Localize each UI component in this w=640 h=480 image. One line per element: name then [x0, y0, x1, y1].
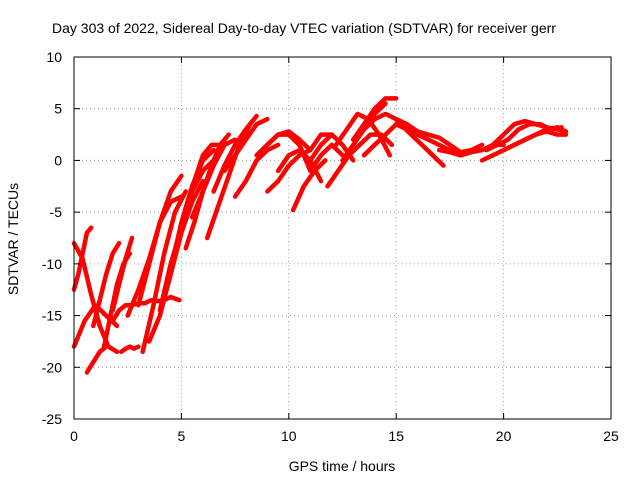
- x-tick-label: 0: [70, 428, 78, 444]
- plot-frame: [73, 56, 612, 420]
- series-track-43: [501, 125, 569, 153]
- y-tick-label: -25: [42, 411, 62, 427]
- x-tick-label: 15: [388, 428, 404, 444]
- series-track-4: [84, 344, 109, 375]
- series-track-28: [290, 158, 328, 213]
- series-track-12: [140, 189, 188, 355]
- chart-title: Day 303 of 2022, Sidereal Day-to-day VTE…: [52, 20, 556, 36]
- y-tick-label: 5: [54, 101, 62, 117]
- series-track-37: [398, 121, 446, 168]
- series-track-21: [222, 116, 270, 174]
- series-track-2: [71, 225, 94, 292]
- series-track-19: [204, 121, 253, 241]
- x-tick-label: 25: [603, 428, 619, 444]
- y-tick-label: -10: [42, 256, 62, 272]
- x-tick-label: 5: [178, 428, 186, 444]
- y-tick-label: -20: [42, 359, 62, 375]
- series-track-24: [265, 129, 335, 153]
- series-track-8: [110, 294, 182, 323]
- series-track-22: [232, 142, 281, 199]
- y-axis-label: SDTVAR / TECUs: [5, 183, 21, 295]
- x-axis-label: GPS time / hours: [289, 458, 396, 474]
- y-tick-label: 0: [54, 152, 62, 168]
- axis-ticks: 0 5 10 15 20 25 -25 -20 -15 -10 -5 0 5 10: [42, 49, 619, 444]
- series-track-7: [110, 235, 135, 313]
- series-track-29: [308, 132, 356, 163]
- y-tick-label: 10: [46, 49, 62, 65]
- series-track-33: [350, 96, 399, 142]
- series-track-5: [91, 240, 122, 329]
- series-track-9: [119, 344, 141, 355]
- y-tick-label: -15: [42, 308, 62, 324]
- series-track-18: [189, 137, 238, 220]
- x-tick-label: 10: [281, 428, 297, 444]
- x-tick-label: 20: [496, 428, 512, 444]
- series-track-16: [174, 142, 223, 246]
- series-track-11: [136, 194, 184, 308]
- series-track-27: [286, 132, 345, 174]
- series-track-20: [211, 113, 259, 194]
- y-tick-label: -5: [50, 204, 63, 220]
- data-series: [71, 96, 569, 375]
